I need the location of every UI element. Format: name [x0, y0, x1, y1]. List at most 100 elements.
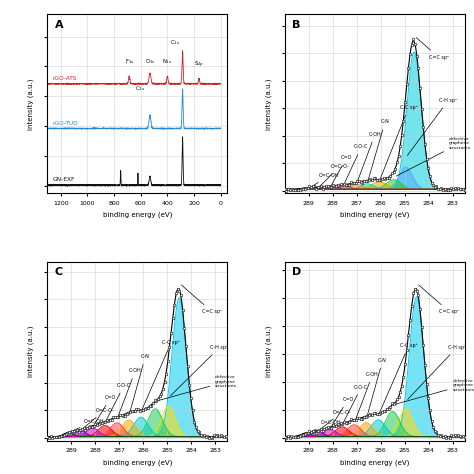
Point — [220, 433, 228, 440]
Point — [390, 401, 397, 408]
Point — [316, 426, 323, 434]
Text: O=C-O-: O=C-O- — [320, 410, 351, 429]
Point — [88, 423, 96, 430]
Point — [111, 413, 119, 421]
Text: C-C sp³: C-C sp³ — [381, 105, 418, 178]
Point — [405, 331, 412, 338]
Point — [184, 362, 191, 369]
Point — [454, 184, 462, 192]
Point — [101, 418, 109, 426]
Point — [355, 414, 363, 422]
Point — [426, 407, 434, 414]
Point — [410, 36, 417, 43]
Point — [365, 176, 373, 183]
Point — [365, 411, 373, 419]
Point — [304, 429, 311, 437]
Point — [105, 417, 112, 424]
Point — [223, 434, 231, 441]
Text: F$_{1s}$: F$_{1s}$ — [125, 57, 134, 66]
Point — [297, 185, 305, 192]
Text: defective
graphene
structures: defective graphene structures — [395, 379, 474, 404]
Point — [326, 424, 333, 432]
Point — [423, 155, 430, 163]
Point — [171, 301, 178, 309]
Point — [396, 143, 404, 150]
Point — [385, 405, 392, 413]
Point — [403, 346, 410, 354]
Point — [129, 407, 137, 414]
Point — [421, 140, 428, 148]
Point — [68, 427, 76, 435]
Point — [344, 181, 351, 189]
Point — [401, 98, 409, 106]
Point — [396, 388, 404, 396]
Point — [411, 285, 419, 292]
Point — [418, 106, 426, 113]
Y-axis label: intensity (a.u.): intensity (a.u.) — [265, 326, 272, 377]
Point — [289, 186, 297, 193]
Point — [204, 432, 211, 440]
Point — [106, 417, 114, 424]
Point — [461, 434, 468, 441]
Point — [314, 427, 321, 435]
Point — [291, 433, 299, 441]
Point — [357, 415, 365, 423]
Point — [395, 153, 402, 160]
Point — [392, 165, 399, 173]
Point — [408, 302, 416, 310]
Text: C-OH: C-OH — [355, 372, 379, 420]
Point — [172, 289, 180, 296]
Point — [459, 185, 467, 192]
Text: C-C sp³: C-C sp³ — [142, 340, 180, 410]
Point — [297, 431, 305, 439]
Point — [456, 185, 464, 193]
Point — [459, 432, 467, 440]
Point — [453, 185, 460, 192]
Point — [302, 184, 310, 191]
Point — [352, 416, 359, 423]
Text: C-N: C-N — [367, 358, 387, 417]
Point — [209, 434, 216, 441]
Point — [354, 178, 361, 185]
Point — [355, 178, 363, 185]
Point — [283, 187, 290, 195]
Point — [58, 432, 66, 440]
Point — [284, 185, 292, 193]
Point — [337, 181, 345, 188]
Point — [360, 178, 368, 185]
Point — [377, 176, 384, 183]
Point — [202, 433, 210, 440]
Text: O=C-O-: O=C-O- — [319, 164, 349, 187]
Point — [419, 123, 427, 131]
Text: C-O-C: C-O-C — [345, 145, 368, 183]
Point — [291, 186, 299, 193]
Point — [344, 419, 351, 426]
Point — [54, 433, 61, 441]
Point — [451, 432, 458, 439]
Point — [55, 433, 63, 441]
Point — [153, 397, 160, 405]
Point — [85, 423, 92, 430]
Point — [299, 431, 307, 438]
Point — [222, 432, 229, 440]
X-axis label: binding energy (eV): binding energy (eV) — [102, 212, 172, 218]
Point — [73, 426, 81, 434]
Point — [386, 172, 394, 180]
Point — [405, 64, 412, 72]
Text: defective
graphene
structures: defective graphene structures — [396, 137, 471, 176]
Point — [444, 434, 452, 441]
Point — [358, 179, 366, 187]
Point — [213, 432, 221, 439]
Point — [119, 412, 127, 419]
Point — [197, 431, 205, 439]
Point — [372, 409, 379, 417]
Point — [296, 432, 303, 440]
Text: B: B — [292, 19, 301, 29]
Point — [382, 175, 389, 182]
Point — [207, 434, 215, 441]
Point — [44, 433, 51, 440]
Point — [428, 418, 435, 425]
Point — [400, 117, 407, 124]
Point — [90, 423, 97, 430]
Point — [352, 179, 359, 187]
